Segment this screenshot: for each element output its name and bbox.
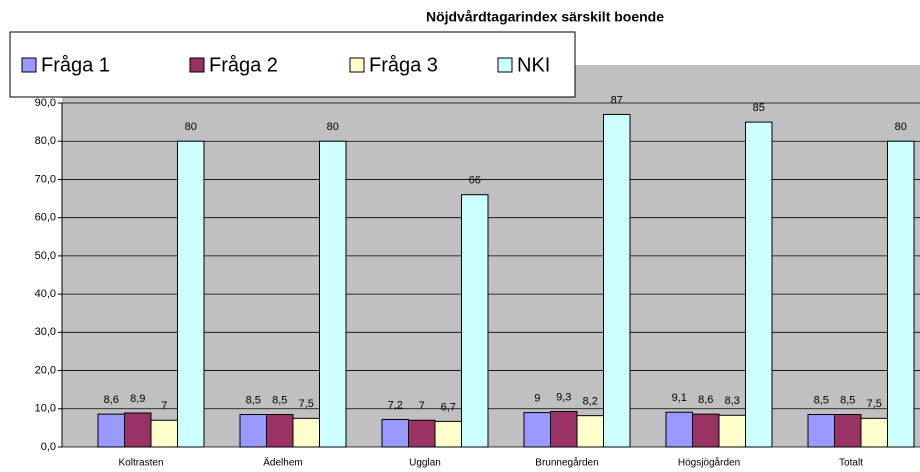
bar xyxy=(860,417,888,448)
x-tick-label: Totalt xyxy=(839,458,863,469)
legend-swatch xyxy=(497,57,513,73)
bar xyxy=(834,414,862,448)
bar xyxy=(692,413,720,448)
bar xyxy=(124,412,152,448)
legend-label: Fråga 2 xyxy=(209,54,278,76)
data-label: 7,2 xyxy=(388,399,403,411)
bar xyxy=(718,414,746,448)
y-tick-label: 10,0 xyxy=(35,403,56,415)
bar xyxy=(523,412,551,448)
data-label: 7,5 xyxy=(867,398,882,410)
x-tick-label: Brunnegården xyxy=(535,457,598,469)
y-tick-label: 50,0 xyxy=(35,250,56,262)
bar xyxy=(266,414,294,448)
data-label: 8,6 xyxy=(698,394,713,406)
bar xyxy=(550,410,578,448)
data-label: 7 xyxy=(419,400,425,412)
bar xyxy=(319,140,347,448)
bar xyxy=(408,419,436,448)
data-label: 80 xyxy=(185,121,197,133)
y-tick-label: 40,0 xyxy=(35,288,56,300)
data-label: 85 xyxy=(753,102,765,114)
legend-label: Fråga 1 xyxy=(41,54,110,76)
data-label: 8,5 xyxy=(246,394,261,406)
y-tick-label: 70,0 xyxy=(35,173,56,185)
data-label: 7,5 xyxy=(299,398,314,410)
bar xyxy=(381,418,409,448)
bar xyxy=(665,411,693,448)
bar xyxy=(150,419,178,448)
legend-label: NKI xyxy=(517,54,550,76)
x-tick-label: Högsjögården xyxy=(678,457,740,469)
data-label: 7 xyxy=(161,400,167,412)
y-tick-label: 80,0 xyxy=(35,135,56,147)
y-tick-label: 0,0 xyxy=(41,441,56,453)
data-label: 66 xyxy=(469,175,481,187)
bar xyxy=(434,420,462,448)
legend-swatch xyxy=(21,57,37,73)
legend-box xyxy=(9,31,576,98)
bar xyxy=(603,113,631,448)
bar xyxy=(177,140,205,448)
y-tick-label: 60,0 xyxy=(35,212,56,224)
data-label: 8,6 xyxy=(104,394,119,406)
legend-label: Fråga 3 xyxy=(369,54,438,76)
data-label: 9 xyxy=(534,393,540,405)
bar xyxy=(292,417,320,448)
data-label: 80 xyxy=(895,121,907,133)
legend-swatch xyxy=(349,57,365,73)
legend-swatch xyxy=(189,57,205,73)
bar xyxy=(461,194,489,448)
y-tick-label: 20,0 xyxy=(35,364,56,376)
data-label: 8,2 xyxy=(583,396,598,408)
data-label: 8,5 xyxy=(840,394,855,406)
data-label: 8,9 xyxy=(130,393,145,405)
bar xyxy=(745,121,773,448)
bar xyxy=(97,413,125,448)
data-label: 9,1 xyxy=(672,392,687,404)
data-label: 8,5 xyxy=(814,394,829,406)
data-label: 8,3 xyxy=(725,395,740,407)
chart-title: Nöjdvårdtagarindex särskilt boende xyxy=(426,9,664,25)
data-label: 6,7 xyxy=(441,401,456,413)
data-label: 80 xyxy=(327,121,339,133)
y-tick-label: 90,0 xyxy=(35,97,56,109)
x-tick-label: Ugglan xyxy=(409,458,441,469)
data-label: 8,5 xyxy=(272,394,287,406)
bar xyxy=(576,415,604,448)
data-label: 9,3 xyxy=(556,391,571,403)
bar xyxy=(807,414,835,448)
x-tick-label: Ädelhem xyxy=(263,457,302,469)
bar xyxy=(887,140,915,448)
x-tick-label: Koltrasten xyxy=(118,458,163,469)
bar xyxy=(239,414,267,448)
data-label: 87 xyxy=(611,94,623,106)
y-tick-label: 30,0 xyxy=(35,326,56,338)
